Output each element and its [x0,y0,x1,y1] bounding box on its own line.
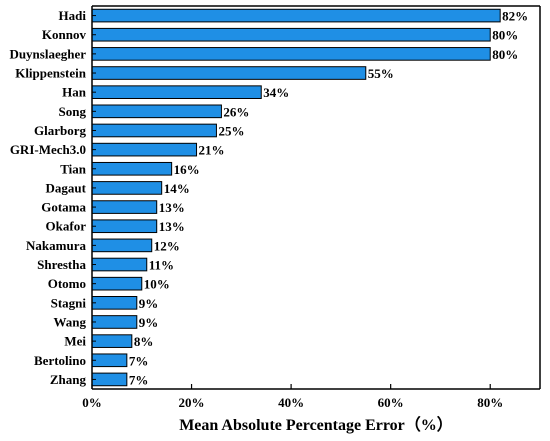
bar-duynslaegher [91,47,491,61]
category-label: Tian [60,161,87,176]
value-label: 80% [492,47,518,62]
category-label: Nakamura [26,238,86,253]
bar-song [91,104,222,119]
x-tick-label: 60% [378,395,404,410]
category-label: Stagni [51,295,87,310]
axis-layer: 0% 20% 40% 60% 80% [82,5,541,410]
bar-klippenstein [91,66,367,80]
x-tick-label: 20% [179,395,205,410]
category-label: Mei [64,334,86,349]
category-label: Duynslaegher [9,46,86,61]
bar-okafor [91,219,158,234]
category-label: Zhang [50,372,87,387]
bar-glarborg [91,123,217,138]
value-label: 34% [263,85,289,100]
category-label: Konnov [42,27,87,42]
value-label: 8% [134,334,154,349]
category-label: Song [59,104,87,119]
bar-gotama [91,200,158,214]
bar-dagaut [91,181,163,195]
category-label: Wang [53,314,86,329]
value-label: 80% [492,28,518,43]
category-label: Hadi [59,8,87,23]
value-label: 7% [129,353,149,368]
value-label: 11% [149,258,174,273]
bar-zhang [91,372,128,387]
value-label: 9% [139,315,159,330]
value-label: 16% [174,162,200,177]
value-label: 82% [502,9,528,24]
bar-stagni [91,296,138,310]
value-label: 14% [164,181,190,196]
value-label: 9% [139,296,159,311]
x-axis-title: Mean Absolute Percentage Error（%） [179,416,453,434]
category-label: Dagaut [46,180,87,195]
category-label: Otomo [48,276,86,291]
x-tick-label: 80% [477,395,503,410]
bar-nakamura [91,238,153,253]
x-tick-label: 0% [82,395,102,410]
value-label: 12% [154,238,180,253]
category-label: Klippenstein [15,66,87,81]
bar-tian [91,161,173,176]
value-label: 13% [159,219,185,234]
category-label: Bertolino [34,353,86,368]
labels-layer: Hadi 82% Konnov 80% Duynslaegher 80% Klippenst… [9,8,528,387]
bar-hadi [91,8,501,23]
bar-gri-mech3-0 [91,142,198,157]
value-label: 21% [199,143,225,158]
category-label: GRI-Mech3.0 [10,142,86,157]
category-label: Han [62,85,87,100]
category-label: Okafor [46,219,87,234]
bar-bertolino [91,353,128,368]
bar-shrestha [91,257,148,272]
value-label: 26% [223,104,249,119]
category-label: Shrestha [37,257,86,272]
bar-mei [91,334,133,348]
value-label: 10% [144,277,170,292]
bar-wang [91,315,138,329]
value-label: 25% [218,123,244,138]
category-label: Glarborg [34,123,86,138]
bar-han [91,85,262,99]
bar-otomo [91,276,143,291]
value-label: 55% [368,66,394,81]
value-label: 7% [129,372,149,387]
bar-konnov [91,27,491,42]
value-label: 13% [159,200,185,215]
x-tick-label: 40% [278,395,304,410]
category-label: Gotama [41,200,86,215]
